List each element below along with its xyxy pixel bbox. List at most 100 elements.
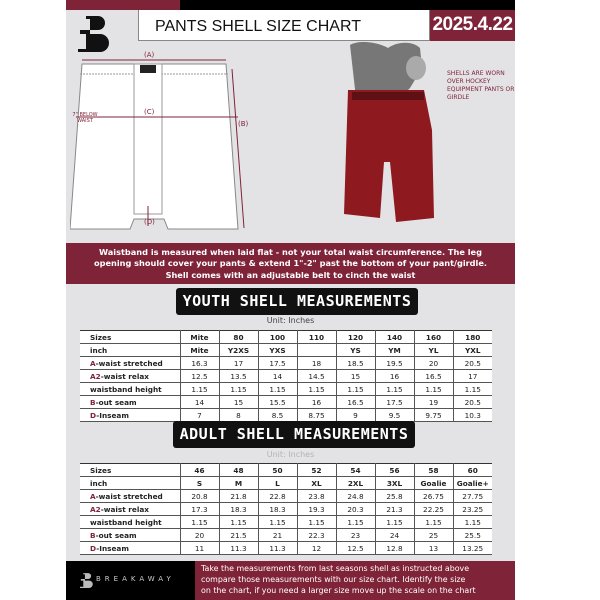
row-label: A2-waist relax (80, 369, 180, 383)
table-cell: 60 (452, 463, 492, 477)
table-cell: Y2XS (218, 343, 258, 357)
table-cell: 18.3 (257, 502, 297, 516)
table-row: inch S M L XL 2XL 3XL Goalie Goalie+ (80, 476, 492, 490)
measure-name: waistband height (90, 384, 162, 394)
table-cell: 1.15 (257, 382, 297, 396)
table-cell: 17.3 (179, 502, 219, 516)
table-cell: 19.5 (374, 356, 414, 370)
table-cell: 18 (296, 356, 336, 370)
table-cell: 20.3 (335, 502, 375, 516)
table-cell: 20 (413, 356, 453, 370)
table-row: A-waist stretched 20.8 21.8 22.8 23.8 24.8 25.… (80, 489, 492, 503)
table-row: A2-waist relax 12.5 13.5 14 14.5 15 16 16.5 17 (80, 369, 492, 383)
row-label: A2-waist relax (80, 502, 180, 516)
measurement-banner: Waistband is measured when laid flat - n… (66, 243, 515, 284)
table-cell: 1.15 (335, 382, 375, 396)
table-cell: 1.15 (413, 515, 453, 529)
table-cell: 15 (335, 369, 375, 383)
table-cell: 20.5 (452, 356, 492, 370)
table-cell: 58 (413, 463, 453, 477)
table-cell: Mite (179, 330, 219, 344)
table-cell: 18.5 (335, 356, 375, 370)
table-cell: 48 (218, 463, 258, 477)
table-cell: 17 (452, 369, 492, 383)
table-cell: YS (335, 343, 375, 357)
table-row: B-out seam 14 15 15.5 16 16.5 17.5 19 20.5 (80, 395, 492, 409)
table-cell: 9.5 (374, 408, 414, 422)
measure-name: -waist stretched (95, 358, 163, 368)
label-c: (C) (144, 108, 155, 116)
table-cell: 8.75 (296, 408, 336, 422)
table-cell: Goalie+ (452, 476, 492, 490)
table-cell: 20.5 (452, 395, 492, 409)
table-cell: 25.8 (374, 489, 414, 503)
table-cell: L (257, 476, 297, 490)
adult-unit-label: Unit: Inches (266, 450, 315, 459)
table-cell: XL (296, 476, 336, 490)
table-cell: 13.5 (218, 369, 258, 383)
table-cell: 27.75 (452, 489, 492, 503)
label-a: (A) (144, 51, 155, 59)
measure-code: B (90, 530, 96, 540)
measure-code: A2 (90, 371, 101, 381)
youth-size-table: Sizes Mite 80 100 110 120 140 160 180 inch Mite Y2X… (80, 330, 492, 422)
table-cell: 16 (374, 369, 414, 383)
table-cell: 21 (257, 528, 297, 542)
table-cell: 160 (413, 330, 453, 344)
brand-name: BREAKAWAY (96, 575, 175, 583)
table-cell: Mite (179, 343, 219, 357)
table-cell: 17 (218, 356, 258, 370)
measure-name: -out seam (95, 530, 137, 540)
table-cell: 23.25 (452, 502, 492, 516)
table-cell: 2XL (335, 476, 375, 490)
table-row: D-Inseam 11 11.3 11.3 12 12.5 12.8 13 13.25 (80, 541, 492, 555)
measure-code: A (90, 491, 96, 501)
table-cell: 11 (179, 541, 219, 555)
table-cell: 22.3 (296, 528, 336, 542)
table-cell: 9.75 (413, 408, 453, 422)
footer-instructions: Take the measurements from last seasons … (195, 561, 515, 600)
footer-line: compare those measurements with our size… (201, 575, 466, 584)
youth-unit-label: Unit: Inches (266, 316, 315, 325)
row-label: A-waist stretched (80, 489, 180, 503)
table-cell: 8 (218, 408, 258, 422)
table-cell: 12 (296, 541, 336, 555)
table-cell: 17.5 (374, 395, 414, 409)
table-cell: 23.8 (296, 489, 336, 503)
label-b: (B) (238, 120, 249, 128)
waist-note: 7" BELOW WAIST (72, 112, 98, 124)
measure-code: A (90, 358, 96, 368)
table-cell: 120 (335, 330, 375, 344)
table-cell: 22.8 (257, 489, 297, 503)
row-label: inch (80, 476, 180, 490)
table-cell: 8.5 (257, 408, 297, 422)
table-cell: 1.15 (413, 382, 453, 396)
table-cell: 25.5 (452, 528, 492, 542)
adult-section-title: ADULT SHELL MEASUREMENTS (173, 421, 415, 448)
youth-section-title: YOUTH SHELL MEASUREMENTS (176, 288, 418, 315)
table-cell: 140 (374, 330, 414, 344)
measure-name: Sizes (90, 465, 112, 475)
row-label: Sizes (80, 330, 180, 344)
top-bar-accent (66, 0, 180, 10)
table-cell: 16.5 (335, 395, 375, 409)
table-cell: 20 (179, 528, 219, 542)
table-cell: 16.3 (179, 356, 219, 370)
pants-photo (344, 41, 434, 222)
table-cell: 24.8 (335, 489, 375, 503)
banner-line: opening should cover your pants & extend… (93, 258, 488, 269)
table-cell: 11.3 (257, 541, 297, 555)
row-label: D-Inseam (80, 408, 180, 422)
page-title: PANTS SHELL SIZE CHART (138, 10, 430, 41)
measure-name: -out seam (95, 397, 137, 407)
measure-name: waistband height (90, 517, 162, 527)
table-cell: S (179, 476, 219, 490)
measure-code: B (90, 397, 96, 407)
table-cell: 50 (257, 463, 297, 477)
row-label: waistband height (80, 382, 180, 396)
size-chart-page: PANTS SHELL SIZE CHART 2025.4.22 (A) (C)… (66, 0, 515, 600)
measure-code: D (90, 543, 97, 553)
table-cell: 23 (335, 528, 375, 542)
table-cell: 16.5 (413, 369, 453, 383)
table-cell: YXS (257, 343, 297, 357)
